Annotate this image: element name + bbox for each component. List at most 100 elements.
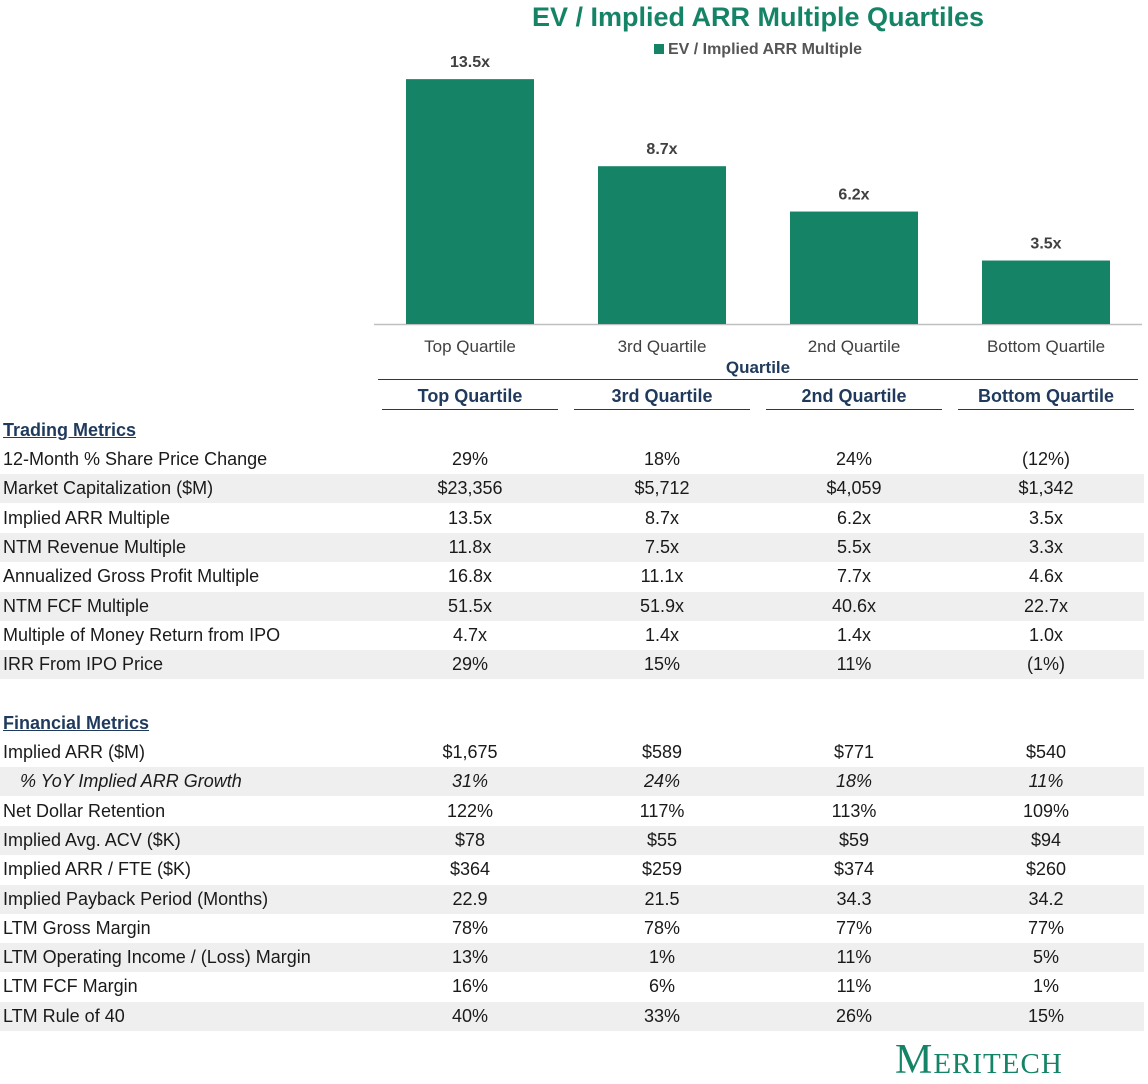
column-header: Top Quartile — [382, 386, 558, 410]
row-label: NTM FCF Multiple — [3, 595, 150, 616]
row-label: Implied ARR / FTE ($K) — [3, 859, 192, 880]
table-cell: $374 — [833, 859, 875, 880]
table-cell: 24% — [643, 771, 681, 792]
row-label: LTM Gross Margin — [3, 917, 151, 938]
table-cell: 16% — [451, 976, 489, 997]
table-cell: $260 — [1025, 859, 1067, 880]
table-cell: 15% — [1027, 1005, 1065, 1026]
table-cell: $1,342 — [1018, 478, 1074, 499]
table-cell: $259 — [641, 859, 683, 880]
table-row: Multiple of Money Return from IPO 4.7x 1.4… — [0, 621, 1144, 650]
table-row: LTM Gross Margin 78% 78% 77% 77% — [0, 914, 1144, 943]
table-row: Implied Avg. ACV ($K) $78 $55 $59 $94 — [0, 825, 1144, 855]
data-label: 3.5x — [1030, 236, 1061, 253]
table-cell: 18% — [835, 771, 873, 792]
table-cell: 11% — [1028, 771, 1064, 792]
table-cell: 3.3x — [1028, 536, 1064, 557]
table-cell: 13% — [451, 947, 489, 968]
table-cell: 13.5x — [447, 507, 493, 528]
table-cell: 1.0x — [1028, 624, 1064, 645]
legend-label: EV / Implied ARR Multiple — [667, 41, 863, 58]
row-label: LTM FCF Margin — [3, 976, 138, 997]
table-cell: 11% — [836, 947, 872, 968]
table-cell: 6% — [648, 976, 675, 997]
row-label: % YoY Implied ARR Growth — [20, 771, 242, 792]
table-row: Net Dollar Retention 122% 117% 113% 109% — [0, 797, 1144, 826]
bar-3rd-quartile — [598, 166, 726, 324]
meritech-logo: Meritech — [895, 1037, 1063, 1083]
table-cell: $59 — [838, 829, 870, 850]
table-row: LTM Rule of 40 40% 33% 26% 15% — [0, 1001, 1144, 1031]
table-cell: 22.9 — [452, 888, 488, 909]
row-label: Net Dollar Retention — [3, 800, 166, 821]
table-cell: 18% — [643, 449, 681, 469]
row-label: 12-Month % Share Price Change — [3, 449, 268, 469]
table-cell: 1% — [1032, 976, 1059, 997]
table-cell: 40% — [451, 1005, 489, 1026]
table-cell: 5.5x — [836, 536, 872, 557]
row-label: Implied ARR Multiple — [3, 507, 171, 528]
bar-2nd-quartile — [790, 211, 918, 324]
table-top-rule — [378, 379, 1138, 380]
row-label: Implied Avg. ACV ($K) — [3, 829, 181, 850]
chart-title: EV / Implied ARR Multiple Quartiles — [531, 2, 985, 32]
table-cell: 1.4x — [836, 624, 872, 645]
table-cell: 6.2x — [836, 507, 872, 528]
table-cell: 40.6x — [831, 595, 877, 616]
table-cell: 33% — [643, 1005, 681, 1026]
table-cell: 31% — [451, 771, 489, 792]
table-cell: $540 — [1025, 742, 1067, 762]
table-cell: 1.4x — [644, 624, 680, 645]
row-label: Market Capitalization ($M) — [3, 478, 214, 499]
table-row: Implied Payback Period (Months) 22.9 21.5 3… — [0, 884, 1144, 914]
table-row: Implied ARR ($M) $1,675 $589 $771 $540 — [0, 738, 1144, 767]
x-tick-label: 3rd Quartile — [618, 337, 707, 356]
x-tick-label: 2nd Quartile — [808, 337, 901, 356]
x-tick-label: Bottom Quartile — [987, 337, 1105, 356]
table-cell: 4.7x — [452, 624, 488, 645]
table-cell: 78% — [451, 917, 489, 938]
table-cell: 24% — [835, 449, 873, 469]
row-label: IRR From IPO Price — [3, 654, 164, 675]
table-cell: 11.8x — [448, 536, 492, 557]
table-row: LTM FCF Margin 16% 6% 11% 1% — [0, 972, 1144, 1001]
table-cell: $1,675 — [442, 742, 498, 762]
table-cell: 11.1x — [640, 566, 684, 587]
section-header: Trading Metrics — [3, 420, 137, 440]
table-cell: 34.2 — [1028, 888, 1064, 909]
table-cell: $4,059 — [826, 478, 882, 499]
table-row: Market Capitalization ($M) $23,356 $5,712 $… — [0, 474, 1144, 504]
table-row: Annualized Gross Profit Multiple 16.8x 11.… — [0, 562, 1144, 591]
data-label: 8.7x — [646, 141, 677, 158]
table-cell: 1% — [648, 947, 675, 968]
table-cell: $771 — [833, 742, 875, 762]
table-cell: $94 — [1030, 829, 1062, 850]
row-label: Multiple of Money Return from IPO — [3, 624, 281, 645]
table-row: NTM Revenue Multiple 11.8x 7.5x 5.5x 3.3x — [0, 532, 1144, 562]
bar-chart: 13.5x Top Quartile 8.7x 3rd Quartile 6.2x 2nd… — [374, 54, 1142, 356]
row-label: NTM Revenue Multiple — [3, 536, 187, 557]
table-cell: 16.8x — [447, 566, 493, 587]
table-cell: 122% — [446, 800, 494, 821]
row-label: Implied ARR ($M) — [3, 742, 146, 762]
table-cell: $23,356 — [437, 478, 503, 499]
table-cell: 8.7x — [644, 507, 680, 528]
bar-bottom-quartile — [982, 260, 1110, 324]
chart-legend: EV / Implied ARR Multiple — [378, 41, 1138, 59]
table-cell: $55 — [646, 829, 678, 850]
column-header: 2nd Quartile — [766, 386, 942, 410]
table-cell: 34.3 — [836, 888, 872, 909]
column-header: 3rd Quartile — [574, 386, 750, 410]
table-row: IRR From IPO Price 29% 15% 11% (1%) — [0, 650, 1144, 680]
table-row: Implied ARR Multiple 13.5x 8.7x 6.2x 3.5x — [0, 504, 1144, 533]
table-cell: 4.6x — [1028, 566, 1064, 587]
table-cell: 113% — [831, 800, 877, 821]
table-cell: 51.5x — [447, 595, 493, 616]
table-cell: 77% — [1027, 917, 1065, 938]
table-cell: $364 — [449, 859, 491, 880]
legend-swatch — [653, 44, 664, 54]
table-cell: 51.9x — [639, 595, 685, 616]
row-label: LTM Rule of 40 — [3, 1005, 125, 1026]
data-label: 13.5x — [450, 54, 490, 71]
table-row: Implied ARR / FTE ($K) $364 $259 $374 $260 — [0, 855, 1144, 884]
